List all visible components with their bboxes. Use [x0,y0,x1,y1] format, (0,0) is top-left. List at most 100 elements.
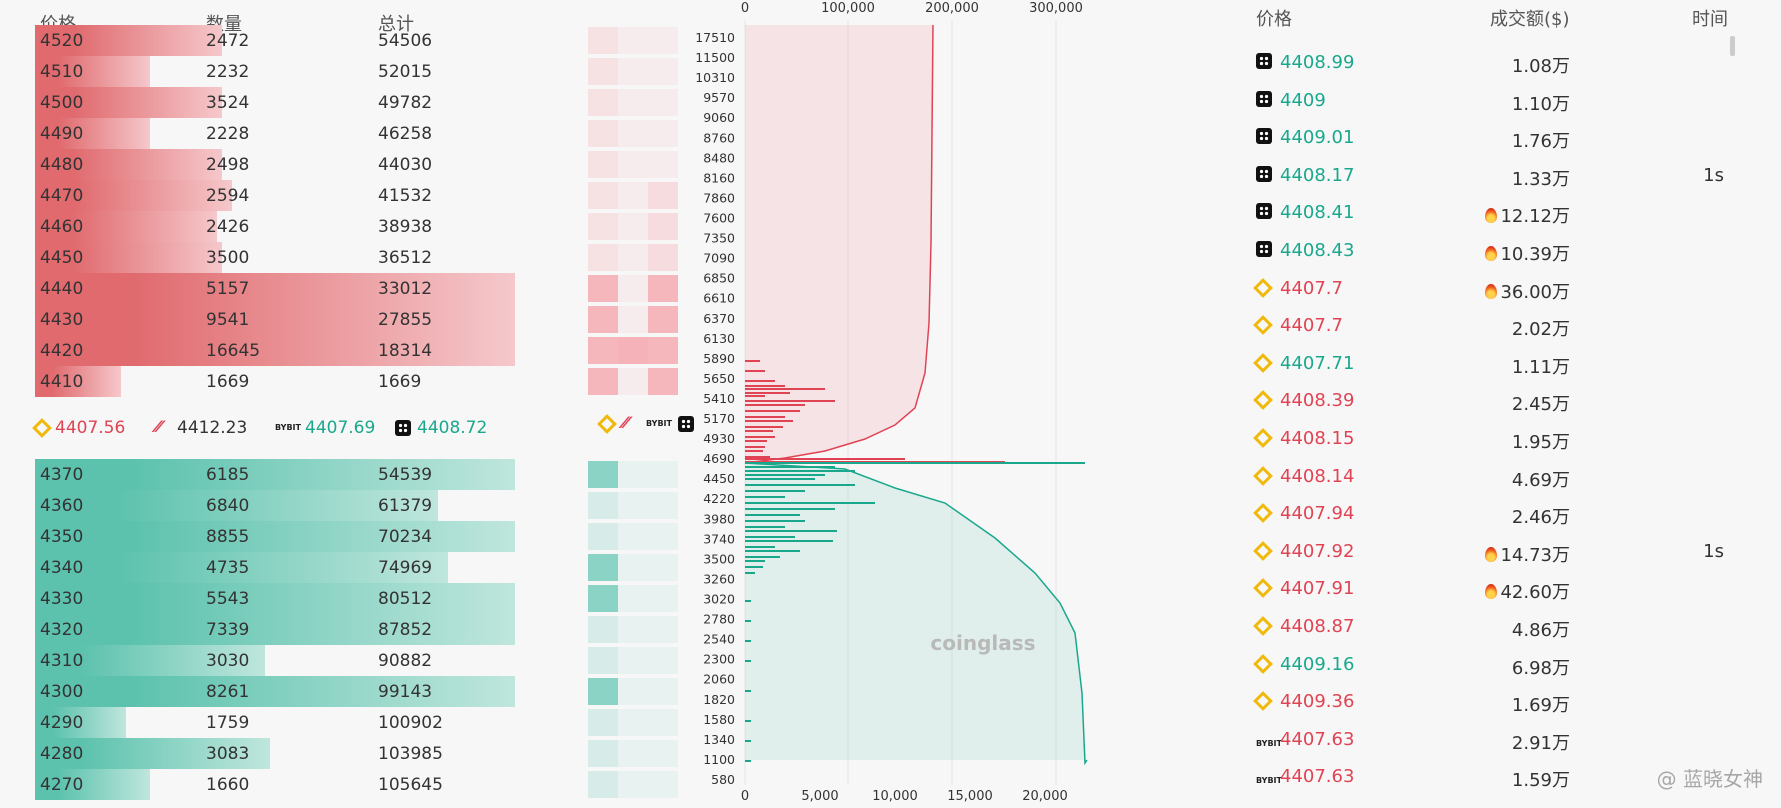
ask-depth-bar [35,211,218,242]
okx-icon[interactable] [678,416,694,432]
trade-row[interactable]: 4408.41 12.12万 [1254,195,1754,233]
trade-row[interactable]: BYBIT 4407.63 1.59万 [1254,759,1754,797]
trade-row[interactable]: 4409.16 6.98万 [1253,647,1754,685]
ask-row[interactable]: 4420 16645 18314 [35,335,515,366]
ask-depth-bar [35,87,223,118]
ask-row[interactable]: 4410 1669 1669 [35,366,515,397]
price-axis-tick: 4690 [703,451,735,466]
trade-row[interactable]: 4409.01 1.76万 [1254,120,1754,158]
trade-amount: 1.08万 [1512,52,1570,78]
ask-exchange-row [588,273,718,304]
bid-price: 4350 [40,527,84,547]
ask-row[interactable]: 4470 2594 41532 [35,180,515,211]
ask-row[interactable]: 4490 2228 46258 [35,118,515,149]
trade-row[interactable]: 4409.36 1.69万 [1253,684,1754,722]
exchange-price: 4407.56 [55,418,126,438]
bid-row[interactable]: 4330 5543 80512 [35,583,515,614]
price-axis-tick: 5410 [703,391,735,406]
ask-total: 41532 [378,186,433,206]
price-axis-tick: 3500 [703,551,735,566]
trade-row[interactable]: 4408.39 2.45万 [1253,383,1754,421]
trades-scrollbar[interactable] [1730,36,1735,56]
bid-exchange-cell [648,647,678,674]
bid-depth-bar [35,583,515,614]
trade-row[interactable]: BYBIT 4407.63 2.91万 [1254,722,1754,760]
ask-total: 38938 [378,217,433,237]
ask-exchange-row [588,118,718,149]
bid-row[interactable]: 4320 7339 87852 [35,614,515,645]
trade-price: 4409.36 [1280,691,1355,713]
bid-row[interactable]: 4360 6840 61379 [35,490,515,521]
bid-exchange-cell [618,554,648,581]
exchange-filter-icons[interactable]: BYBIT [597,413,694,434]
trade-row[interactable]: 4408.15 1.95万 [1253,421,1754,459]
bid-row[interactable]: 4310 3030 90882 [35,645,515,676]
ask-exchange-cell [648,337,678,364]
bid-row[interactable]: 4280 3083 103985 [35,738,515,769]
ask-volume-bar [745,395,765,397]
trade-exchange: BYBIT [1256,730,1282,752]
price-axis-tick: 17510 [695,30,735,45]
ask-exchange-cell [648,275,678,302]
trade-time: 1s [1703,540,1724,562]
bybit-icon[interactable]: BYBIT [646,419,672,428]
ask-row[interactable]: 4440 5157 33012 [35,273,515,304]
binance-icon [1253,465,1273,486]
trade-exchange [1253,428,1273,450]
ask-row[interactable]: 4480 2498 44030 [35,149,515,180]
ask-exchange-row [588,211,718,242]
bid-volume-bar [745,720,751,722]
trade-row[interactable]: 4407.7 36.00万 [1253,271,1754,309]
bitmex-icon[interactable] [622,413,638,432]
ask-exchange-cell [618,182,648,209]
bid-volume-bar [745,566,763,568]
trade-row[interactable]: 4408.43 10.39万 [1254,233,1754,271]
ask-total: 27855 [378,310,433,330]
trade-row[interactable]: 4407.94 2.46万 [1253,496,1754,534]
ask-row[interactable]: 4460 2426 38938 [35,211,515,242]
ask-price: 4510 [40,62,84,82]
ask-row[interactable]: 4430 9541 27855 [35,304,515,335]
bid-price: 4360 [40,496,84,516]
trade-amount-value: 2.46万 [1511,507,1570,529]
ask-volume-bar [745,450,763,452]
trade-row[interactable]: 4408.99 1.08万 [1254,45,1754,83]
bid-row[interactable]: 4300 8261 99143 [35,676,515,707]
trade-amount: 36.00万 [1484,278,1570,304]
trade-row[interactable]: 4407.71 1.11万 [1253,346,1754,384]
bid-row[interactable]: 4350 8855 70234 [35,521,515,552]
trade-row[interactable]: 4407.91 42.60万 [1253,571,1754,609]
bid-exchange-cell [648,709,678,736]
bid-row[interactable]: 4370 6185 54539 [35,459,515,490]
ask-depth-bar [35,304,515,335]
trade-row[interactable]: 4408.17 1.33万 1s [1254,158,1754,196]
binance-icon[interactable] [597,414,617,434]
bid-row[interactable]: 4340 4735 74969 [35,552,515,583]
bid-rows: 4370 6185 54539 4360 6840 61379 4350 8855 70234 4… [35,459,515,800]
ask-exchange-row [588,149,718,180]
depth-chart-svg: 0 100,000 200,000 300,000 0 5,000 10,000 15,000… [695,1,1088,804]
ask-row[interactable]: 4510 2232 52015 [35,56,515,87]
ask-exchange-cell [648,306,678,333]
bid-price: 4310 [40,651,84,671]
ask-row[interactable]: 4520 2472 54506 [35,25,515,56]
ask-row[interactable]: 4500 3524 49782 [35,87,515,118]
trade-row[interactable]: 4407.7 2.02万 [1253,308,1754,346]
trade-row[interactable]: 4407.92 14.73万 1s [1253,534,1754,572]
watermark: @ 蓝晓女神 [1657,763,1763,792]
trade-amount-value: 10.39万 [1500,243,1570,265]
trade-price: 4409.01 [1280,127,1355,149]
bid-total: 70234 [378,527,433,547]
ask-total: 46258 [378,124,433,144]
ask-volume-bar [745,410,800,412]
trade-row[interactable]: 4408.14 4.69万 [1253,459,1754,497]
trade-row[interactable]: 4409 1.10万 [1254,83,1754,121]
ask-row[interactable]: 4450 3500 36512 [35,242,515,273]
bid-row[interactable]: 4290 1759 100902 [35,707,515,738]
trade-exchange [1253,315,1273,337]
bid-exchange-cell [588,554,618,581]
bid-volume-bar [745,478,815,480]
ask-depth-area [745,25,933,463]
bid-row[interactable]: 4270 1660 105645 [35,769,515,800]
trade-row[interactable]: 4408.87 4.86万 [1253,609,1754,647]
